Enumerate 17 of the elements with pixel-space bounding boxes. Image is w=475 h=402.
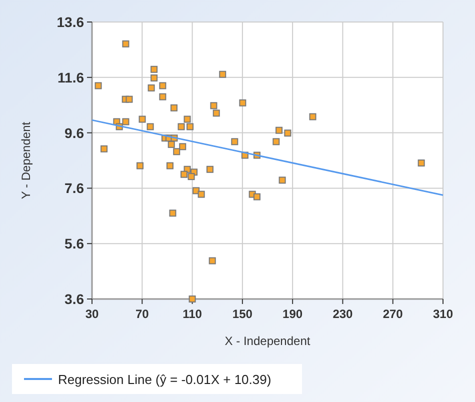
x-tick-label: 70 <box>135 307 150 321</box>
x-tick-label: 110 <box>182 307 202 321</box>
x-tick-label: 150 <box>232 307 253 321</box>
x-tick-label: 30 <box>85 307 99 321</box>
x-tick-label: 230 <box>332 307 354 321</box>
legend-label: Regression Line (ŷ = -0.01X + 10.39) <box>58 372 272 387</box>
y-tick-label: 7.6 <box>64 180 84 196</box>
y-tick-label: 5.6 <box>64 236 84 252</box>
y-axis-title: Y - Dependent <box>19 121 33 200</box>
x-tick-label: 310 <box>432 307 454 321</box>
x-axis-title: X - Independent <box>224 334 311 348</box>
y-tick-label: 11.6 <box>58 69 84 86</box>
y-tick-label: 9.6 <box>64 124 84 141</box>
y-tick-label: 3.6 <box>64 291 84 307</box>
x-tick-label: 190 <box>282 307 303 321</box>
y-tick-label: 13.6 <box>56 14 84 30</box>
x-tick-label: 270 <box>382 307 404 321</box>
